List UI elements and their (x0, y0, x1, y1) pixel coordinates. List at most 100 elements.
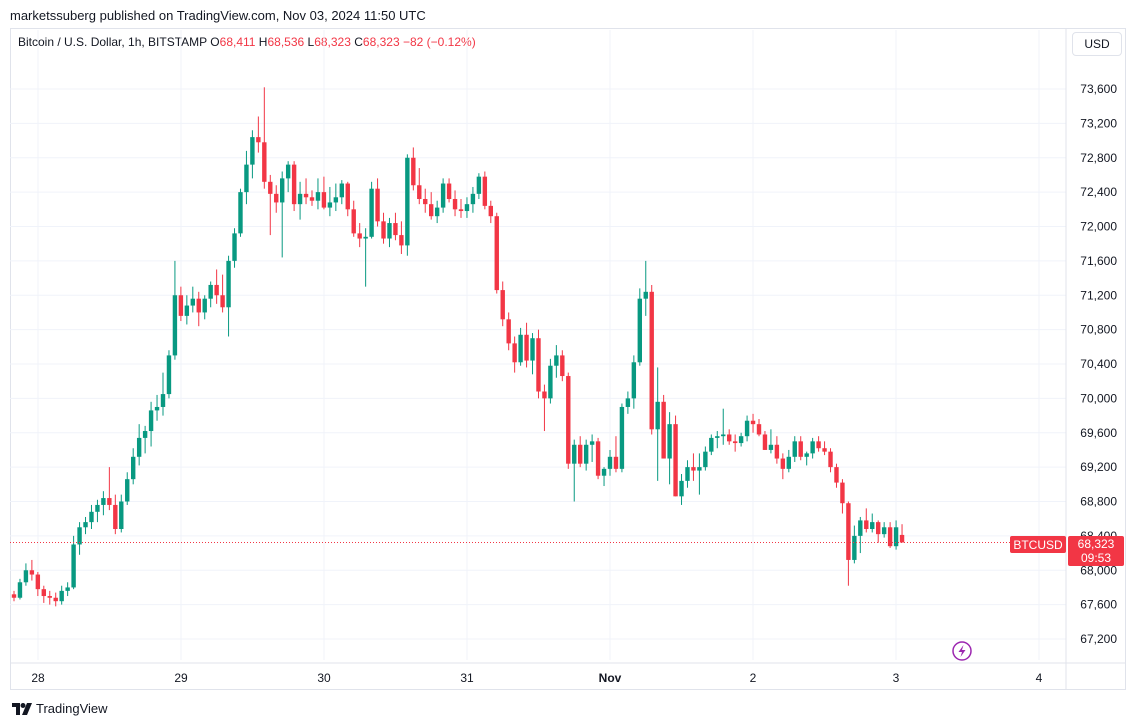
candle-body (887, 527, 893, 547)
candle-body (673, 424, 678, 497)
price-tick-label: 67,200 (1080, 632, 1117, 646)
candle-body (405, 157, 410, 246)
candle-body (494, 216, 499, 291)
price-tick-label: 68,800 (1080, 495, 1117, 509)
candle-body (375, 188, 380, 222)
candle-body (852, 535, 857, 560)
candle-body (691, 467, 696, 471)
symbol-tag: BTCUSD (1010, 536, 1066, 553)
candle-body (148, 410, 154, 432)
tradingview-brand[interactable]: TradingView (12, 701, 108, 716)
candle-body (423, 199, 428, 205)
candle-body (285, 164, 291, 179)
candle-body (607, 456, 613, 469)
candle-body (619, 406, 625, 469)
price-tick-label: 71,600 (1080, 254, 1117, 268)
candle-body (202, 298, 207, 313)
time-tick-label: 30 (317, 671, 331, 685)
price-tick-label: 72,800 (1080, 151, 1117, 165)
lightning-icon[interactable] (952, 641, 972, 661)
candle-body (524, 334, 529, 361)
candle-body (208, 284, 213, 299)
time-axis[interactable]: 28 29 30 31 Nov 2 3 4 (10, 662, 1126, 685)
candle-body (83, 522, 88, 528)
time-tick-label: 29 (174, 671, 188, 685)
candle-body (589, 441, 595, 445)
high-value: 68,536 (267, 35, 305, 49)
candle-body (95, 504, 100, 512)
candle-body (35, 574, 41, 590)
candle-body (387, 223, 392, 239)
candle-body (303, 193, 309, 198)
candle-body (107, 498, 112, 505)
candle-body (899, 534, 905, 543)
candle-body (792, 441, 797, 457)
price-axis[interactable]: 67,20067,60068,00068,40068,80069,20069,6… (1065, 28, 1117, 690)
candle-body (369, 188, 374, 237)
candle-body (476, 176, 482, 194)
price-tick-label: 69,600 (1080, 426, 1117, 440)
price-tick-label: 69,200 (1080, 460, 1117, 474)
candle-body (23, 570, 29, 583)
candle-body (190, 298, 195, 306)
candle-body (280, 178, 285, 203)
candle-body (393, 223, 398, 236)
candle-body (125, 479, 130, 502)
candle-body (756, 424, 762, 435)
candle-body (11, 594, 17, 598)
candle-body (131, 456, 136, 480)
candle-body (309, 197, 315, 201)
candle-body (238, 192, 243, 234)
time-tick-label: 3 (893, 671, 900, 685)
candle-body (357, 233, 362, 239)
candle-body (71, 544, 76, 588)
candle-body (560, 355, 565, 377)
candle-body (166, 355, 172, 395)
price-tick-label: 71,200 (1080, 288, 1117, 302)
candle-body (864, 520, 869, 529)
price-tick-label: 72,000 (1080, 220, 1117, 234)
candle-body (363, 236, 368, 239)
currency-button[interactable]: USD (1072, 32, 1122, 56)
candle-body (327, 202, 333, 208)
candle-body (566, 376, 571, 464)
symbol-title[interactable]: Bitcoin / U.S. Dollar, 1h, BITSTAMP (18, 35, 207, 49)
price-tick-label: 70,000 (1080, 391, 1117, 405)
candle-body (274, 193, 279, 203)
candle-body (506, 319, 511, 344)
price-tag-value: 68,323 (1078, 537, 1115, 551)
candle-body (721, 434, 726, 437)
candle-body (512, 343, 517, 363)
candle-body (53, 597, 58, 602)
candle-body (291, 164, 297, 205)
price-tick-label: 70,400 (1080, 357, 1117, 371)
candle-body (464, 204, 470, 212)
candle-body (172, 295, 178, 356)
candle-body (345, 183, 350, 210)
candle-body (870, 522, 875, 529)
candle-body (226, 260, 231, 308)
candle-body (703, 451, 708, 468)
candle-body (65, 587, 70, 591)
candle-body (77, 527, 82, 545)
time-tick-label: 4 (1036, 671, 1043, 685)
candle-body (715, 436, 720, 438)
open-value: 68,411 (219, 35, 256, 49)
chart-frame (10, 28, 1126, 690)
candle-body (804, 453, 809, 457)
candle-body (661, 401, 666, 459)
candle-body (470, 193, 476, 205)
candle-body (351, 209, 356, 234)
candles (11, 87, 905, 607)
candle-body (828, 451, 833, 468)
candle-body (339, 183, 344, 198)
candle-body (142, 431, 148, 438)
candle-body (822, 448, 827, 452)
candle-body (631, 362, 637, 399)
ohlc-legend: Bitcoin / U.S. Dollar, 1h, BITSTAMP O68,… (18, 35, 476, 49)
candle-body (232, 233, 237, 261)
candle-body (727, 434, 732, 442)
candle-body (89, 511, 94, 523)
candle-body (119, 501, 124, 529)
